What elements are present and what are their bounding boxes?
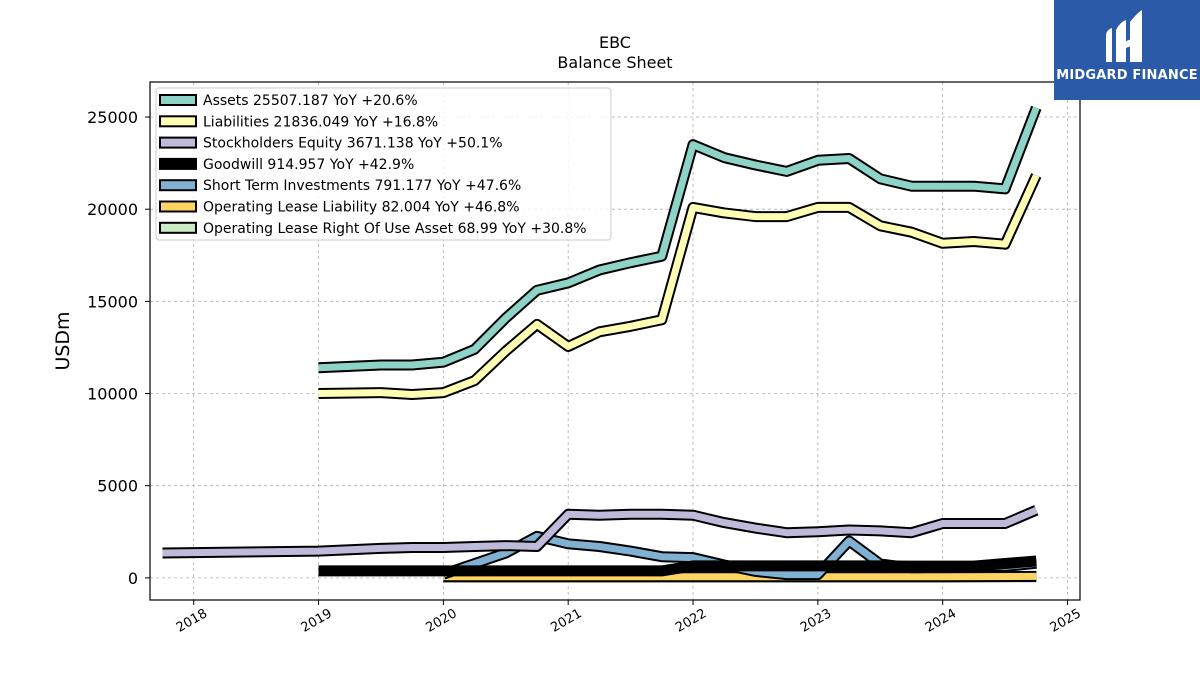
x-tick-label: 2022 bbox=[673, 606, 709, 636]
y-tick-label: 0 bbox=[128, 569, 138, 588]
x-tick-label: 2019 bbox=[299, 606, 335, 636]
x-axis-ticks: 2018 2019 2020 2021 2022 2023 2024 2025 bbox=[174, 600, 1084, 636]
chart-title: EBC bbox=[599, 33, 631, 52]
legend: Assets 25507.187 YoY +20.6% Liabilities 2… bbox=[155, 87, 612, 241]
y-tick-label: 10000 bbox=[87, 385, 138, 404]
legend-swatch-assets bbox=[159, 94, 197, 106]
plot-frame bbox=[149, 81, 1081, 601]
x-tick-label: 2025 bbox=[1048, 606, 1084, 636]
x-tick-label: 2023 bbox=[798, 606, 834, 636]
legend-label-short-term-investments: Short Term Investments 791.177 YoY +47.6… bbox=[203, 178, 521, 194]
legend-swatch-operating-lease-right-of-use-asset bbox=[159, 221, 197, 234]
midgard-m-logo-icon bbox=[1106, 10, 1142, 62]
series-line-liabilities bbox=[318, 173, 1040, 398]
chart-subtitle: Balance Sheet bbox=[557, 53, 672, 72]
legend-label-assets: Assets 25507.187 YoY +20.6% bbox=[203, 93, 418, 109]
y-axis-label: USDm bbox=[52, 311, 74, 370]
legend-swatch-goodwill bbox=[159, 157, 197, 170]
x-tick-label: 2020 bbox=[424, 606, 460, 636]
series-lines bbox=[162, 105, 1042, 583]
series-line-goodwill bbox=[318, 557, 1037, 575]
logo-text: MIDGARD FINANCE bbox=[1056, 68, 1198, 83]
legend-swatch-operating-lease-liability bbox=[159, 200, 197, 213]
y-tick-label: 25000 bbox=[87, 108, 138, 127]
y-axis-ticks: 0 5000 10000 15000 20000 25000 bbox=[87, 108, 150, 588]
midgard-finance-logo: MIDGARD FINANCE bbox=[1054, 0, 1200, 100]
y-tick-label: 5000 bbox=[97, 477, 138, 496]
legend-label-goodwill: Goodwill 914.957 YoY +42.9% bbox=[203, 157, 414, 173]
legend-swatch-liabilities bbox=[159, 115, 197, 128]
x-tick-label: 2024 bbox=[923, 606, 959, 636]
x-tick-label: 2018 bbox=[174, 606, 210, 636]
legend-label-liabilities: Liabilities 21836.049 YoY +16.8% bbox=[203, 114, 438, 130]
y-tick-label: 15000 bbox=[87, 292, 138, 311]
legend-label-stockholders-equity: Stockholders Equity 3671.138 YoY +50.1% bbox=[203, 136, 503, 152]
series-line-stockholders-equity bbox=[162, 506, 1038, 557]
series-line-assets bbox=[318, 106, 1040, 372]
legend-label-operating-lease-liability: Operating Lease Liability 82.004 YoY +46… bbox=[203, 200, 520, 216]
legend-swatch-stockholders-equity bbox=[159, 136, 197, 149]
legend-swatch-short-term-investments bbox=[159, 179, 197, 192]
x-tick-label: 2021 bbox=[548, 606, 584, 636]
legend-box bbox=[155, 87, 612, 241]
legend-label-operating-lease-right-of-use-asset: Operating Lease Right Of Use Asset 68.99… bbox=[203, 221, 587, 237]
y-tick-label: 20000 bbox=[87, 200, 138, 219]
